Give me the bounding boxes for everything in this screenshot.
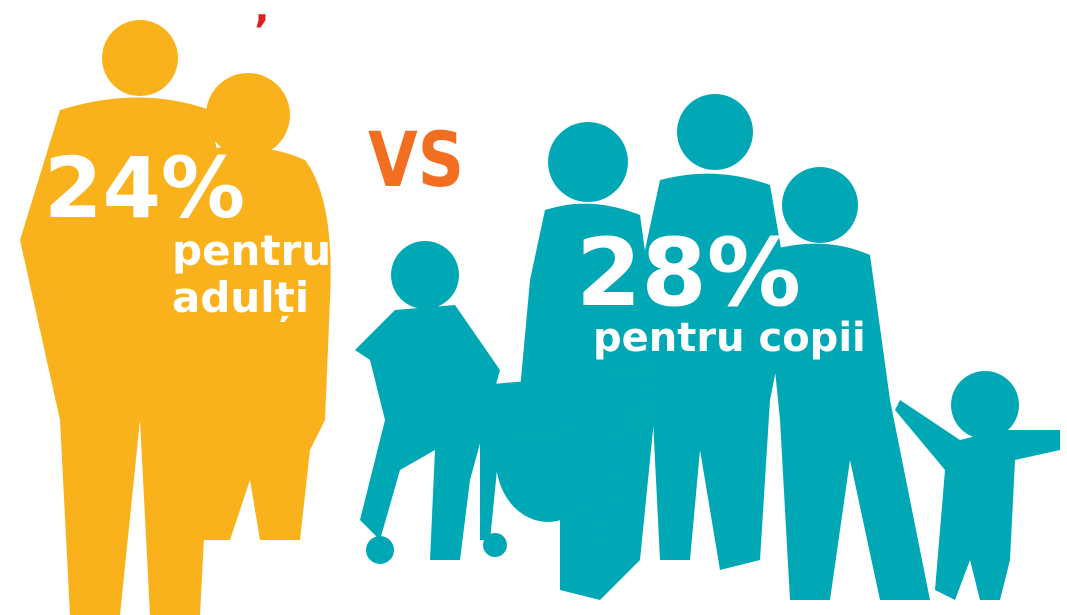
adults-label-line1: pentru xyxy=(172,226,331,275)
adults-silhouette xyxy=(20,20,331,615)
children-label: pentru copii xyxy=(593,315,866,361)
adults-label-line2: adulți xyxy=(172,273,309,323)
adults-percent: 24% xyxy=(44,139,245,237)
children-percent: 28% xyxy=(576,219,801,328)
versus: VS xyxy=(368,115,464,204)
top-mark: , xyxy=(254,0,269,32)
children-silhouette xyxy=(355,94,1060,601)
